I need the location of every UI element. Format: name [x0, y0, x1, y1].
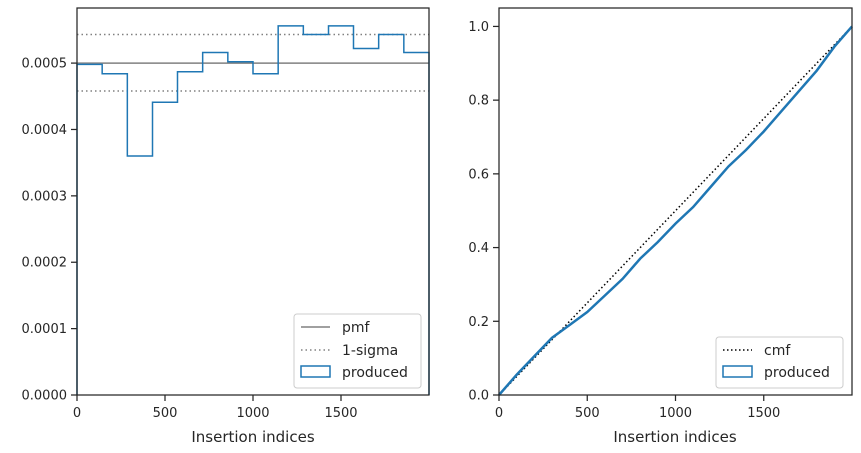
legend-box	[293, 313, 422, 389]
legend-marker-produced	[722, 365, 753, 378]
plot-frame	[76, 7, 430, 396]
x-tick-label: 1000	[236, 406, 269, 421]
legend-label-produced: produced	[342, 365, 408, 381]
y-tick-label: 0.0004	[22, 123, 68, 138]
legend-marker-produced	[300, 365, 331, 378]
y-tick-label: 0.6	[468, 167, 489, 182]
y-tick-label: 0.8	[468, 94, 489, 109]
legend-label-pmf: pmf	[342, 320, 371, 336]
x-tick-label: 500	[153, 406, 178, 421]
histogram-panel: 0 500 1000 1500 0.0000 0.0001 0.0002 0.0003 0.0…	[22, 7, 430, 446]
x-tick-label: 0	[495, 406, 503, 421]
series-produced-step	[76, 25, 430, 395]
x-tick-label: 1500	[324, 406, 357, 421]
plot-frame	[498, 7, 853, 396]
y-tick-label: 1.0	[468, 20, 489, 35]
x-tick-label: 1000	[659, 406, 692, 421]
y-tick-label: 0.2	[468, 315, 489, 330]
y-tick-label: 0.0000	[22, 389, 68, 404]
legend-label-cmf: cmf	[764, 343, 791, 359]
x-tick-label: 500	[575, 406, 600, 421]
legend-label-1-sigma: 1-sigma	[342, 343, 398, 359]
y-tick-label: 0.0003	[22, 189, 68, 204]
y-tick-label: 0.0002	[22, 256, 68, 271]
x-tick-label: 1500	[747, 406, 780, 421]
legend: cmf produced	[715, 336, 844, 389]
x-axis-label: Insertion indices	[191, 428, 314, 446]
cumulative-panel: 0 500 1000 1500 0.0 0.2 0.4 0.6 0.8 1.0 Insertio…	[468, 7, 853, 446]
legend: pmf 1-sigma produced	[293, 313, 422, 389]
y-tick-label: 0.0	[468, 389, 489, 404]
y-tick-label: 0.0005	[22, 57, 68, 72]
y-tick-label: 0.4	[468, 241, 489, 256]
series-produced-line	[498, 25, 853, 396]
x-tick-label: 0	[73, 406, 81, 421]
legend-label-produced: produced	[764, 365, 830, 381]
x-axis-label: Insertion indices	[613, 428, 736, 446]
y-tick-label: 0.0001	[22, 322, 68, 337]
